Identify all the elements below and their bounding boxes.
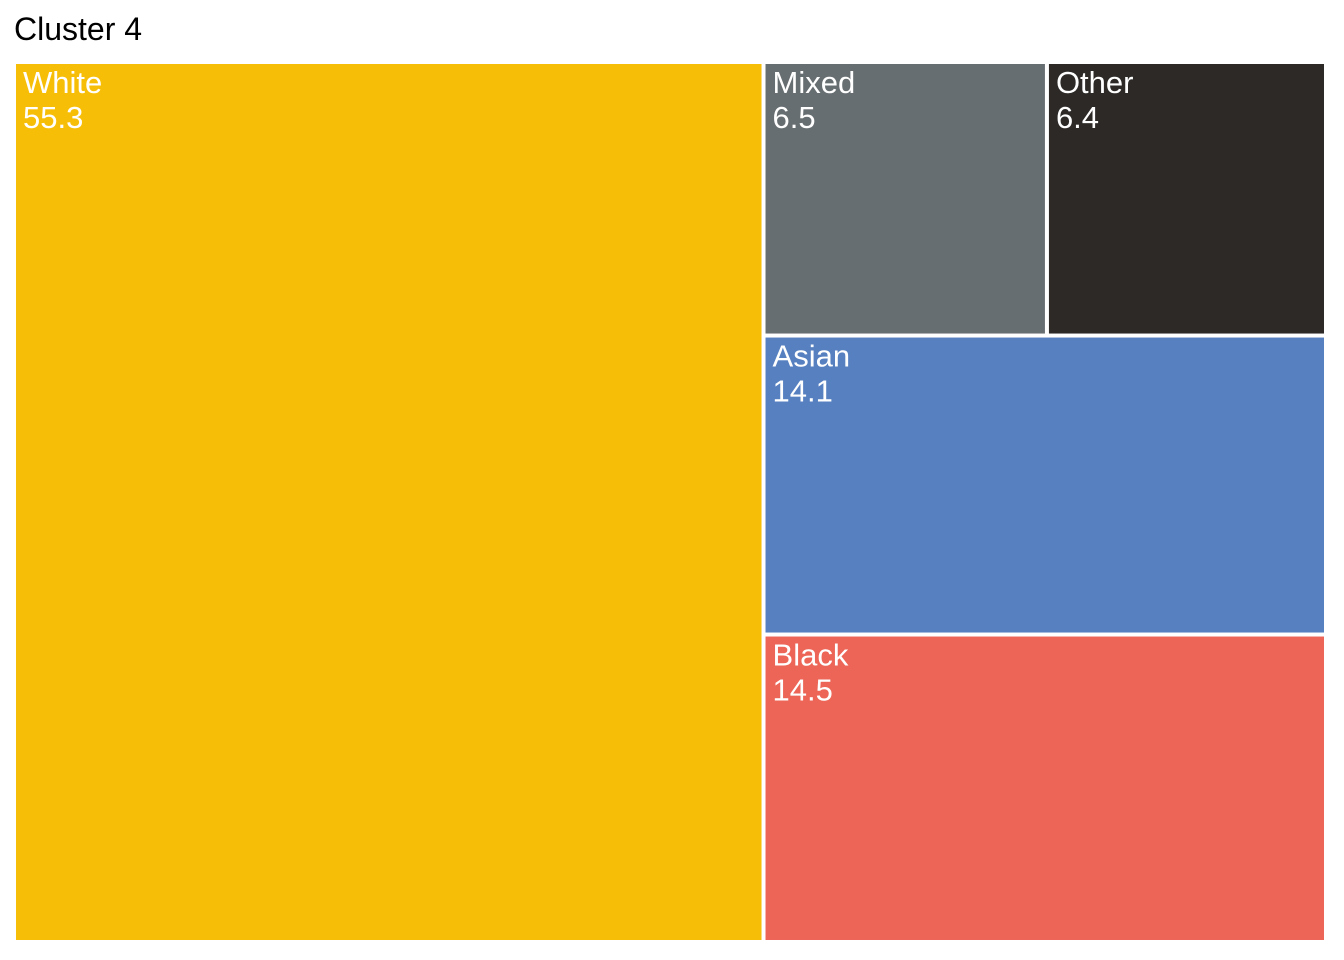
chart-title: Cluster 4 (14, 11, 143, 47)
tile-rect-mixed (765, 64, 1045, 334)
tile-rect-other (1048, 64, 1324, 334)
tile-label-white: White (23, 65, 102, 100)
tile-label-black: Black (773, 638, 849, 673)
tile-value-white: 55.3 (23, 100, 83, 135)
tile-rect-black (765, 636, 1324, 940)
tile-value-other: 6.4 (1056, 100, 1099, 135)
tile-rect-white (16, 64, 762, 940)
tile-label-asian: Asian (773, 339, 851, 374)
tile-value-mixed: 6.5 (773, 100, 816, 135)
tile-rect-asian (765, 337, 1324, 633)
tile-value-asian: 14.1 (773, 374, 833, 409)
tile-value-black: 14.5 (773, 673, 833, 708)
tile-label-other: Other (1056, 65, 1134, 100)
tile-label-mixed: Mixed (773, 65, 856, 100)
